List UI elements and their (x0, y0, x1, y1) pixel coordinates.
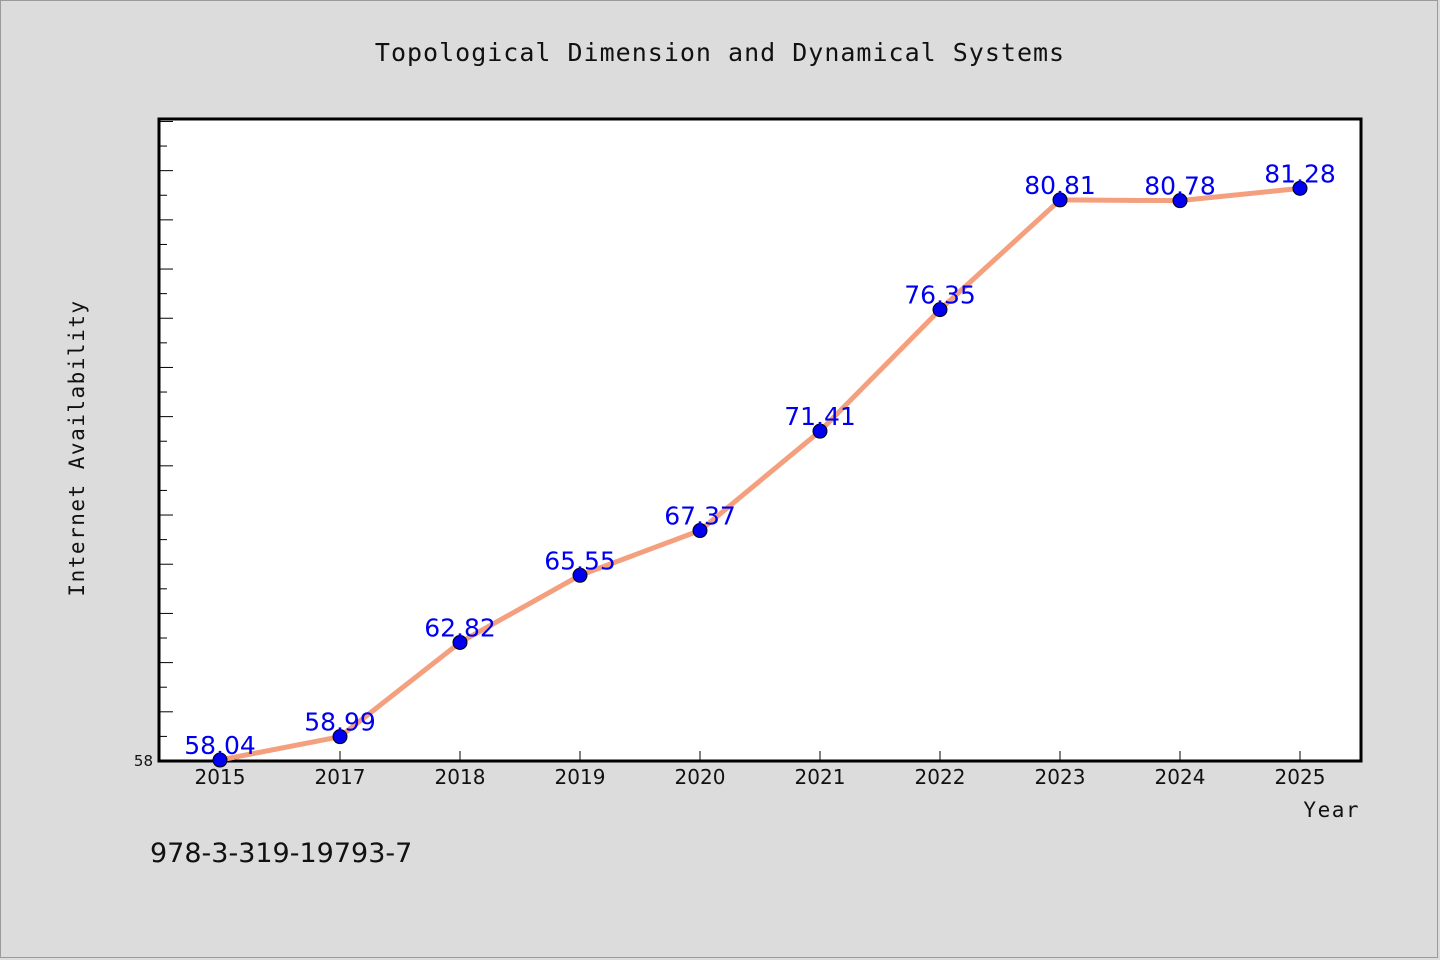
data-point (1172, 193, 1188, 209)
chart-title: Topological Dimension and Dynamical Syst… (375, 38, 1065, 67)
x-tick-label: 2021 (795, 765, 846, 789)
data-point (1292, 180, 1308, 196)
data-point (572, 567, 588, 583)
data-label: 58.99 (304, 708, 376, 737)
data-point (812, 423, 828, 439)
x-tick-label: 2025 (1275, 765, 1326, 789)
y-axis-label: Internet Availability (65, 299, 89, 596)
y-tick-label: 58 (134, 752, 153, 770)
x-tick-label: 2015 (195, 765, 246, 789)
isbn-text: 978-3-319-19793-7 (150, 838, 412, 869)
data-label: 65.55 (544, 546, 616, 575)
x-tick-label: 2020 (675, 765, 726, 789)
x-tick-label: 2024 (1155, 765, 1206, 789)
data-label: 71.41 (784, 402, 856, 431)
x-tick-label: 2022 (915, 765, 966, 789)
data-labels: 58.04 58.99 62.82 65.55 67.37 71.41 76.35 80.81… (184, 159, 1336, 760)
data-label: 58.04 (184, 731, 256, 760)
x-tick-label: 2017 (315, 765, 366, 789)
data-label: 76.35 (904, 281, 976, 310)
series-line (217, 185, 1303, 763)
data-label: 62.82 (424, 613, 496, 642)
data-markers (212, 180, 1308, 768)
y-axis-ticks: 58 (134, 120, 173, 770)
x-tick-label: 2023 (1035, 765, 1086, 789)
data-point (452, 634, 468, 650)
plot-area (157, 117, 1363, 763)
x-axis-ticks: 2015 2017 2018 2019 2020 2021 2022 2023 2024 2025 (195, 751, 1326, 789)
data-label: 67.37 (664, 502, 736, 531)
data-point (692, 523, 708, 539)
data-point (212, 752, 228, 768)
x-tick-label: 2018 (435, 765, 486, 789)
data-point (1052, 192, 1068, 208)
data-point (332, 729, 348, 745)
data-label: 80.78 (1144, 172, 1216, 201)
x-tick-label: 2019 (555, 765, 606, 789)
x-axis-label: Year (1303, 798, 1360, 822)
data-label: 80.81 (1024, 171, 1096, 200)
data-point (932, 302, 948, 318)
data-label: 81.28 (1264, 159, 1336, 188)
